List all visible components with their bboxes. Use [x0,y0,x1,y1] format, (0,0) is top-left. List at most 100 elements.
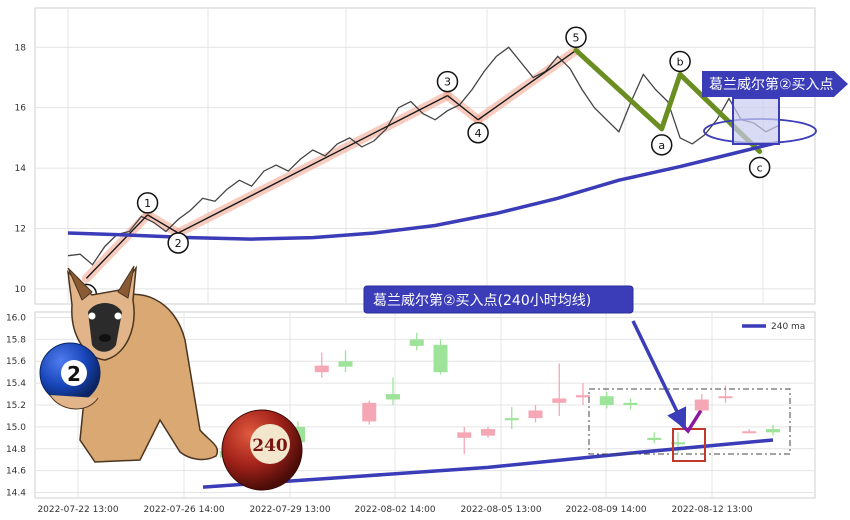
red-ball-illustration: 240 [221,409,303,491]
candle [718,385,733,403]
x-axis: 2022-07-22 13:00 2022-07-26 14:00 2022-07-… [37,505,752,515]
wave-segment [147,214,179,234]
candle [528,405,543,423]
x-tick-label: 2022-07-22 13:00 [37,505,118,515]
x-tick-label: 2022-08-02 14:00 [354,505,435,515]
candle [362,400,377,425]
wave-marker-a [650,134,673,156]
wave-segment [85,214,149,279]
blue-ball-face [61,360,87,386]
candle [386,377,400,405]
candle-body [457,432,472,438]
bottom-y-tick-label: 15.8 [6,335,26,345]
red-ball-number: 240 [252,436,288,456]
candle-body [552,398,567,403]
top-y-axis: 10 12 14 16 18 [15,43,27,295]
top-callout: 葛兰威尔第②买入点 [702,71,848,97]
wave-marker-1 [136,192,159,214]
candle-body [338,361,353,367]
wave-segment [447,95,479,121]
top-plot-area [34,7,816,305]
correction-segment [573,47,665,132]
candle-body [742,431,757,434]
wave-label-1: 1 [144,197,151,210]
candle-body [671,442,685,445]
candle [433,339,448,375]
x-tick-label: 2022-08-05 13:00 [460,505,541,515]
candle [742,429,757,434]
bottom-y-tick-label: 15.2 [6,401,26,411]
candle-body [362,402,377,422]
wave-segment [177,94,448,234]
callout-pointer-arrow [631,320,687,430]
dog-nose [99,334,111,342]
candle [338,350,353,373]
wave-label-3: 3 [444,76,451,89]
top-y-tick-label: 18 [15,43,27,53]
candle [623,398,638,410]
bottom-callout-text: 葛兰威尔第②买入点(240小时均线) [373,292,591,309]
legend: 240 ma [742,322,805,332]
candle [409,332,424,351]
dog-illustration: 2 [39,265,219,463]
candle-body [528,410,543,419]
candle-body [386,394,400,400]
wave-label-b: b [677,55,684,68]
x-tick-label: 2022-08-12 13:00 [671,505,752,515]
top-y-tick-label: 10 [15,285,27,295]
candle-body [481,429,495,436]
top-y-tick-label: 14 [15,164,27,174]
buy-zone-box [732,97,780,145]
wave-label-2: 2 [175,237,182,250]
top-callout-text: 葛兰威尔第②买入点 [709,76,834,93]
candle-body [433,344,448,373]
blue-ball-number: 2 [67,362,81,386]
candle [481,426,495,438]
candle-body [599,396,614,405]
candle [647,432,662,444]
candle-body [694,399,709,411]
x-tick-label: 2022-07-26 14:00 [143,505,224,515]
candle-body [647,437,662,441]
dog-paw [49,394,99,410]
bottom-y-tick-label: 14.6 [6,467,26,477]
wave-label-5: 5 [573,31,580,44]
price-line [67,46,779,266]
candle [576,383,590,405]
candle [766,424,780,436]
wave-marker-b [669,50,691,73]
wave-marker-4 [467,122,489,144]
x-tick-label: 2022-08-09 14:00 [565,505,646,515]
candle [599,391,614,409]
bottom-y-tick-label: 15.4 [6,379,26,389]
candle [314,352,329,378]
top-y-tick-label: 12 [15,224,26,234]
dog-muzzle [88,303,122,352]
red-ball-face [250,424,290,464]
top-callout-arrow [702,71,848,97]
candle-body [314,365,329,373]
candle-body [576,395,590,398]
bottom-y-tick-label: 15.0 [6,423,26,433]
dog-eye-left [88,312,96,320]
candle [457,426,472,455]
wave-marker-2 [167,232,189,254]
x-tick-label: 2022-07-29 13:00 [249,505,330,515]
top-y-tick-label: 16 [15,104,27,114]
bottom-callout: 葛兰威尔第②买入点(240小时均线) [363,285,634,314]
wave-segment [477,49,577,121]
wave-label-a: a [658,139,665,152]
dog-ear-left [67,267,93,301]
candle [504,407,519,430]
bottom-y-tick-label: 16.0 [6,313,26,323]
ma-240-line-top [67,140,779,241]
bottom-y-axis: 14.4 14.6 14.8 15.0 15.2 15.4 15.6 15.8 16.0 [6,313,26,498]
ma-240-line-bottom [202,438,774,489]
bottom-callout-box [363,285,634,314]
dog-ear-right [117,265,135,299]
candle-body [766,429,780,433]
wave-label-c: c [757,161,763,174]
consolidation-box [588,388,791,455]
